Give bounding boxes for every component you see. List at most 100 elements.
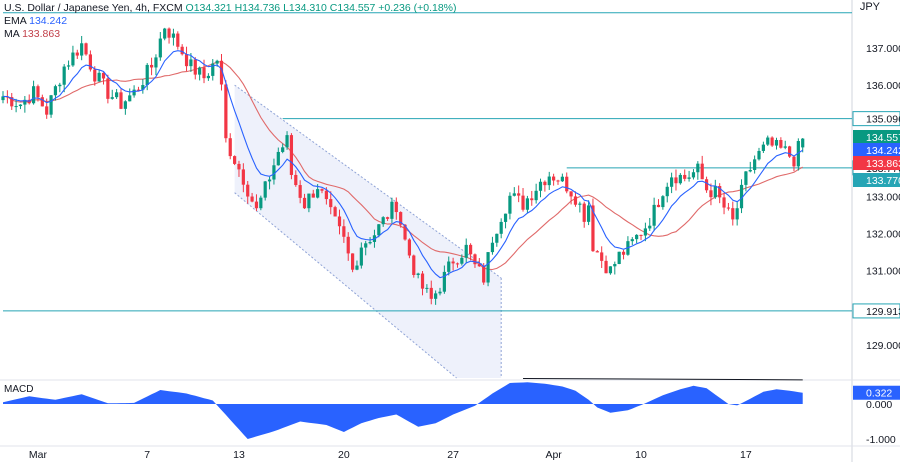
candle-22 [97,72,101,82]
candle-64 [281,147,285,152]
candle-107 [468,244,473,255]
candle-25 [110,97,114,99]
candle-70 [307,193,311,209]
candle-172 [753,159,757,170]
candle-90 [394,201,398,213]
candle-101 [442,271,446,292]
high-value: 134.736 [242,2,281,14]
low-value: 134.310 [288,2,327,14]
candle-112 [490,242,495,253]
level-tag-box-2 [852,303,900,319]
candle-176 [770,137,774,146]
candle-58 [254,201,259,209]
candle-5 [23,99,27,105]
close-value: 134.557 [337,2,376,14]
candle-163 [713,186,717,198]
candle-19 [84,43,88,55]
candle-41 [180,46,184,55]
candle-78 [342,226,346,237]
candle-114 [499,221,503,234]
channel-fill [234,85,502,378]
candle-154 [674,177,678,184]
candle-54 [237,163,241,170]
candle-52 [228,138,232,157]
x-tick-4: 27 [447,449,459,461]
candle-89 [390,201,394,219]
candle-63 [276,151,280,166]
macd-label: MACD [4,384,34,395]
ma-value: 133.863 [22,28,61,40]
macd-tick-1: -1.000 [866,434,896,446]
candle-74 [324,190,328,200]
candle-45 [198,67,202,75]
candle-149 [652,204,656,226]
candle-40 [176,33,180,47]
candle-47 [206,75,210,79]
candle-80 [351,253,355,270]
candle-10 [45,106,49,115]
candle-69 [302,197,307,209]
macd-value-tag: 0.322 [866,388,892,400]
candle-44 [193,59,197,75]
candle-162 [709,190,713,198]
candle-91 [399,212,403,225]
candle-118 [517,193,521,196]
ema-value: 134.242 [29,15,68,27]
candle-110 [482,266,486,283]
candle-127 [556,180,560,182]
price-tag-box-0 [853,130,900,144]
candle-139 [608,266,613,274]
candle-28 [123,101,127,109]
y-tick-5: 131.000 [866,266,900,278]
candle-16 [71,52,75,66]
candle-65 [285,135,289,148]
candle-134 [586,205,591,222]
candle-57 [250,196,254,202]
candle-32 [141,85,145,90]
open-value: 134.321 [193,2,232,14]
candle-123 [538,181,543,191]
candle-132 [578,203,582,205]
candle-66 [289,135,294,175]
candle-79 [346,236,350,254]
candle-145 [635,234,639,240]
macd-trendline [523,377,803,381]
candle-96 [420,273,425,289]
ma-line [2,61,803,271]
candle-124 [543,181,547,186]
candle-175 [766,137,770,145]
candle-84 [368,241,372,244]
level-tag-0: 135.096 [866,114,900,126]
ma-legend: MA 133.863 [4,28,60,41]
candle-49 [215,60,219,64]
candle-144 [630,239,634,242]
y-tick-3: 133.000 [866,191,900,203]
price-tag-box-2 [853,156,900,170]
open-label: O [185,2,194,14]
candle-129 [565,176,569,192]
candle-81 [355,265,359,270]
candle-168 [735,208,739,220]
price-tag-2: 133.863 [866,158,900,170]
candle-35 [154,57,158,68]
candle-113 [495,233,499,243]
candle-142 [621,251,626,255]
candle-94 [412,255,416,275]
candle-53 [233,156,237,164]
price-tag-1: 134.242 [866,145,900,157]
candle-137 [600,252,604,261]
candle-146 [639,234,643,236]
candle-151 [661,196,665,208]
candle-138 [604,260,608,274]
candle-183 [801,138,805,148]
candle-0 [1,96,5,101]
candle-56 [246,184,250,197]
candle-4 [18,104,23,107]
level-tag-fill-133770 [853,173,900,187]
candle-23 [101,72,106,79]
ma-label: MA [4,28,20,40]
candle-13 [58,84,62,87]
candle-18 [80,43,84,56]
candle-140 [613,263,617,267]
